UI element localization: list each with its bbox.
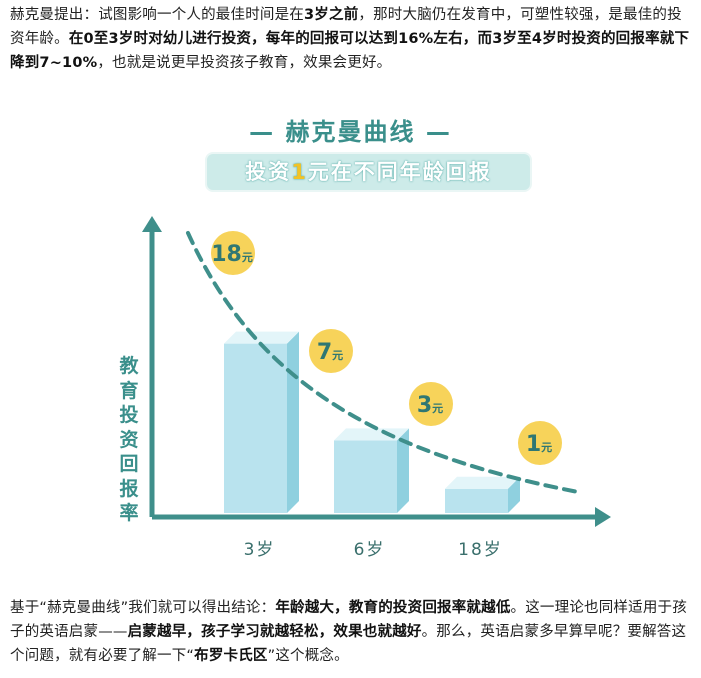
subtitle-post: 元在不同年龄回报 xyxy=(307,160,492,184)
badge-circle xyxy=(309,329,353,373)
bar-side xyxy=(287,331,299,513)
bars xyxy=(224,331,520,513)
curve-layer xyxy=(186,231,580,494)
badge-number: 7 xyxy=(317,340,332,365)
bar-side xyxy=(508,476,520,513)
badge-unit: 元 xyxy=(332,349,343,362)
badge-label: 3元 xyxy=(417,393,443,418)
outro-bold-3: 布罗卡氏区 xyxy=(194,648,268,664)
x-tick-label-1: 3岁 xyxy=(244,540,276,560)
badge-circle xyxy=(409,382,453,426)
badge-unit: 元 xyxy=(541,441,552,454)
outro-text-2: 。这一理论也同样适用于孩子的英语启蒙—— xyxy=(10,600,687,640)
bar-front xyxy=(224,343,287,513)
badge-number: 3 xyxy=(417,393,432,418)
bar-3 xyxy=(445,476,520,513)
intro-text-2: ，那时大脑仍在发育中，可塑性较强，是最佳的投资年龄。 xyxy=(10,7,682,47)
subtitle-pre: 投资 xyxy=(245,160,292,184)
intro-bold-2: 在0至3岁时对幼儿进行投资，每年的回报可以达到16%左右，而3岁至4岁时投资的回… xyxy=(10,31,690,71)
bar-top xyxy=(445,476,520,489)
x-tick-labels: 3岁 6岁 18岁 xyxy=(244,540,503,560)
bar-2 xyxy=(334,428,409,513)
y-axis-label: 教育投资回报率 xyxy=(119,355,139,524)
value-badge-1: 18元 xyxy=(211,231,255,275)
badge-number: 18 xyxy=(211,242,242,267)
outro-bold-1: 年龄越大，教育的投资回报率就越低 xyxy=(275,600,511,616)
outro-text-4: ”这个概念。 xyxy=(267,648,349,664)
intro-text-1: 赫克曼提出：试图影响一个人的最佳时间是在 xyxy=(10,7,304,23)
chart-subtitle: 投资1元在不同年龄回报 xyxy=(245,160,492,184)
badge-circle xyxy=(518,421,562,465)
x-tick-label-3: 18岁 xyxy=(458,540,503,560)
badge-label: 18元 xyxy=(211,242,253,267)
outro-bold-2: 启蒙越早，孩子学习就越轻松，效果也就越好 xyxy=(127,624,422,640)
value-badge-2: 7元 xyxy=(309,329,353,373)
outro-text-1: 基于“赫克曼曲线”我们就可以得出结论： xyxy=(10,600,276,616)
badge-unit: 元 xyxy=(432,402,443,415)
chart-title: — 赫克曼曲线 — xyxy=(249,118,452,146)
badge-unit: 元 xyxy=(242,251,253,264)
value-badge-3: 3元 xyxy=(409,382,453,426)
outro-paragraph: 基于“赫克曼曲线”我们就可以得出结论：年龄越大，教育的投资回报率就越低。这一理论… xyxy=(10,596,694,668)
intro-text-3: ，也就是说更早投资孩子教育，效果会更好。 xyxy=(97,55,392,71)
subtitle-number: 1 xyxy=(291,160,308,184)
bar-top xyxy=(224,331,299,344)
bar-top xyxy=(334,428,409,441)
intro-paragraph: 赫克曼提出：试图影响一个人的最佳时间是在3岁之前，那时大脑仍在发育中，可塑性较强… xyxy=(10,3,694,75)
dashed-curve xyxy=(186,231,580,494)
intro-bold-1: 3岁之前 xyxy=(304,7,359,23)
bar-front xyxy=(334,440,397,513)
x-axis-arrow xyxy=(595,507,611,527)
bar-1 xyxy=(224,331,299,513)
x-tick-label-2: 6岁 xyxy=(354,540,386,560)
value-badge-4: 1元 xyxy=(518,421,562,465)
y-axis-arrow xyxy=(142,216,162,232)
bar-side xyxy=(397,428,409,513)
badge-label: 1元 xyxy=(526,432,552,457)
chart-subtitle-box: 投资1元在不同年龄回报 xyxy=(205,152,532,192)
badge-label: 7元 xyxy=(317,340,343,365)
badge-number: 1 xyxy=(526,432,541,457)
badge-circle xyxy=(211,231,255,275)
outro-text-3: 。那么，英语启蒙多早算早呢？要解答这个问题，就有必要了解一下“ xyxy=(10,624,687,664)
axes xyxy=(142,216,611,527)
bar-front xyxy=(445,488,508,513)
